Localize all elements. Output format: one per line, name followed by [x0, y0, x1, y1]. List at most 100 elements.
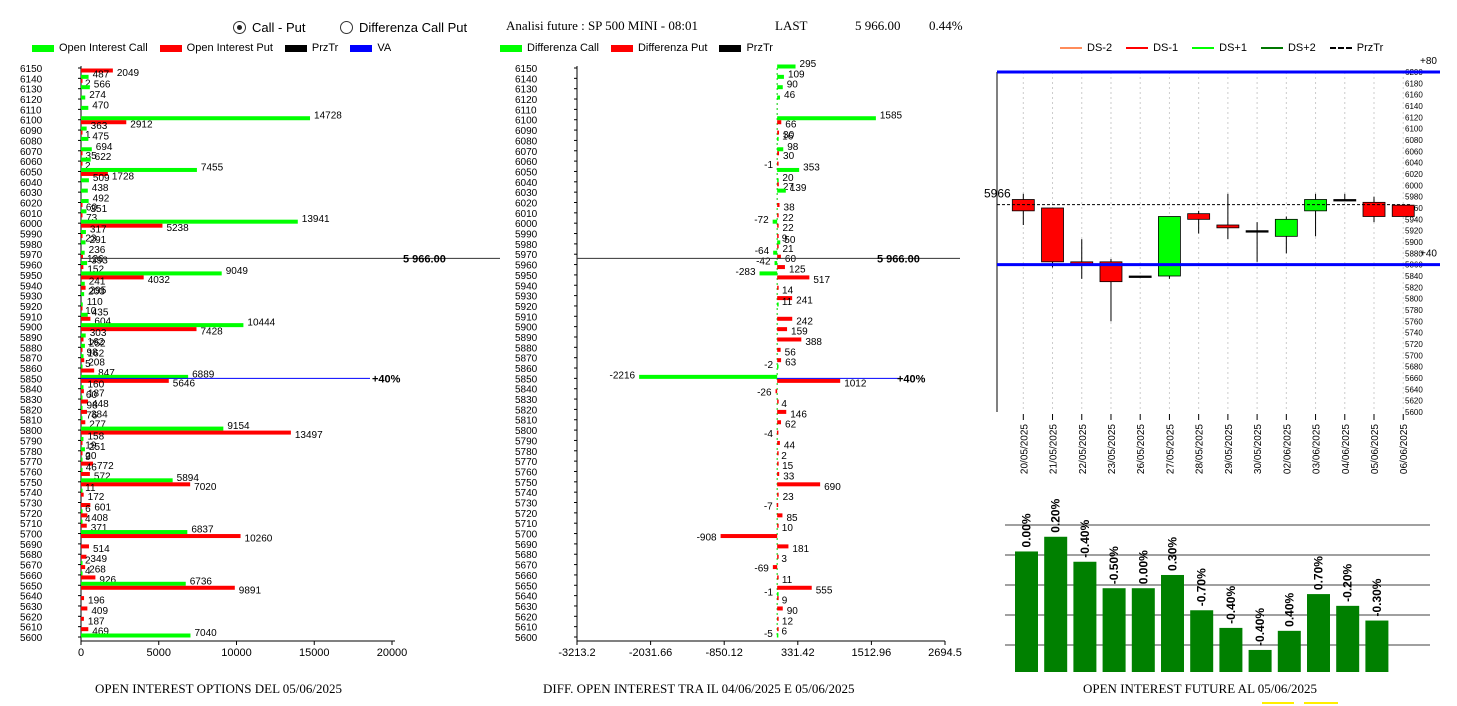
- y-tick-label: 5940: [20, 281, 43, 292]
- date-label: 28/05/2025: [1195, 424, 1206, 474]
- put-label: 187: [88, 616, 105, 627]
- y-tick-label: 6010: [515, 209, 538, 220]
- y-tick-label: 5600: [20, 633, 43, 644]
- radio-diff-label: Differenza Call Put: [359, 20, 468, 35]
- diff-put-bar: [777, 482, 821, 487]
- diff-put-bar: [777, 513, 783, 518]
- legend-prztr: PrzTr: [311, 42, 339, 54]
- call-bar: [81, 571, 83, 576]
- call-label: 393: [91, 256, 108, 267]
- call-label: 60: [86, 390, 98, 401]
- put-label: 2912: [130, 120, 153, 131]
- call-bar: [81, 343, 85, 348]
- y-tick-label: 5960: [515, 261, 538, 272]
- y-tick-label: 6120: [515, 95, 538, 106]
- y-tick-label: 5920: [515, 302, 538, 313]
- radio-diff[interactable]: Differenza Call Put: [340, 20, 467, 35]
- put-label: 268: [89, 565, 106, 576]
- call-label: 317: [90, 225, 107, 236]
- put-bar: [81, 503, 91, 508]
- y-tick-label: 6080: [515, 136, 538, 147]
- y-tick-label: 5950: [20, 271, 43, 282]
- call-label: 160: [87, 380, 104, 391]
- call-bar: [81, 530, 188, 535]
- y-tick-label: 6060: [20, 157, 43, 168]
- future-oi-bar: [1015, 551, 1038, 672]
- y-tick-label: 6140: [1405, 102, 1423, 111]
- diff-put-bar: [777, 265, 785, 270]
- legend-prztr-2: PrzTr: [746, 42, 773, 54]
- put-bar: [81, 306, 83, 311]
- diff-put-bar: [777, 420, 782, 425]
- y-tick-label: 5700: [515, 530, 538, 541]
- put-label: 196: [88, 596, 105, 607]
- x-tick-label: 20000: [377, 647, 408, 659]
- panel1-title: OPEN INTEREST OPTIONS DEL 05/06/2025: [95, 681, 342, 696]
- put-bar: [81, 213, 83, 218]
- y-tick-label: 6070: [20, 147, 43, 158]
- call-label: 9049: [226, 266, 249, 277]
- diff-put-bar: [777, 161, 779, 166]
- y-tick-label: 6100: [515, 116, 538, 127]
- future-oi-label: 0.00%: [1020, 513, 1034, 547]
- call-label: 475: [92, 131, 109, 142]
- call-label: 14728: [314, 111, 342, 122]
- panel3-title: OPEN INTEREST FUTURE AL 05/06/2025: [1083, 681, 1318, 696]
- diff-put-bar: [777, 461, 779, 466]
- put-label: 10260: [245, 534, 273, 545]
- y-tick-label: 6030: [515, 188, 538, 199]
- future-oi-bar: [1336, 605, 1360, 672]
- y-tick-label: 5660: [1405, 374, 1423, 383]
- y-tick-label: 5830: [20, 395, 43, 406]
- y-tick-label: 5790: [20, 436, 43, 447]
- y-tick-label: 5770: [515, 457, 538, 468]
- future-oi-label: -0.30%: [1370, 578, 1384, 616]
- put-label: 7020: [194, 482, 217, 493]
- put-bar: [81, 575, 96, 580]
- call-label: 158: [87, 431, 104, 442]
- future-oi-label: -0.40%: [1224, 586, 1238, 624]
- put-bar: [81, 171, 108, 176]
- diff-call-label: 295: [800, 59, 817, 70]
- lower-band-label: +40: [1420, 249, 1437, 260]
- candle-body: [1216, 224, 1240, 229]
- y-tick-label: 5980: [20, 240, 43, 251]
- diff-call-bar: [639, 374, 778, 379]
- diff-put-label: 10: [782, 523, 794, 534]
- diff-call-bar: [772, 219, 778, 224]
- diff-put-bar: [777, 285, 779, 290]
- x-tick-label: 0: [78, 647, 84, 659]
- put-label: 60: [86, 202, 98, 213]
- diff-call-label: 16: [782, 131, 794, 142]
- call-label: 9: [85, 452, 91, 463]
- diff-put-label: 2: [781, 451, 787, 462]
- put-label: 20: [85, 451, 97, 462]
- y-tick-label: 6030: [20, 188, 43, 199]
- call-bar: [81, 136, 89, 141]
- y-tick-label: 6000: [1405, 181, 1423, 190]
- diff-call-label: 90: [787, 80, 799, 91]
- y-tick-label: 6050: [515, 167, 538, 178]
- y-tick-label: 6110: [515, 105, 537, 116]
- put-bar: [81, 596, 85, 601]
- y-tick-label: 5990: [20, 230, 43, 241]
- diff-call-label: 109: [788, 69, 805, 80]
- call-bar: [81, 374, 189, 379]
- future-oi-bar: [1190, 610, 1214, 672]
- put-label: 604: [94, 316, 111, 327]
- diff-put-label: -26: [757, 388, 772, 399]
- diff-put-bar: [777, 471, 780, 476]
- put-label: 162: [88, 337, 105, 348]
- y-tick-label: 5750: [515, 478, 538, 489]
- y-tick-label: 5650: [515, 581, 538, 592]
- call-bar: [81, 436, 84, 441]
- put-label: 23: [85, 234, 97, 245]
- put-label: 349: [90, 554, 107, 565]
- call-bar: [81, 457, 83, 462]
- radio-call-put[interactable]: Call - Put: [233, 20, 305, 35]
- diff-put-label: 90: [787, 606, 799, 617]
- call-bar: [81, 230, 86, 235]
- diff-put-label: 181: [792, 544, 809, 555]
- diff-call-label: -42: [756, 257, 771, 268]
- y-tick-label: 5680: [1405, 363, 1423, 372]
